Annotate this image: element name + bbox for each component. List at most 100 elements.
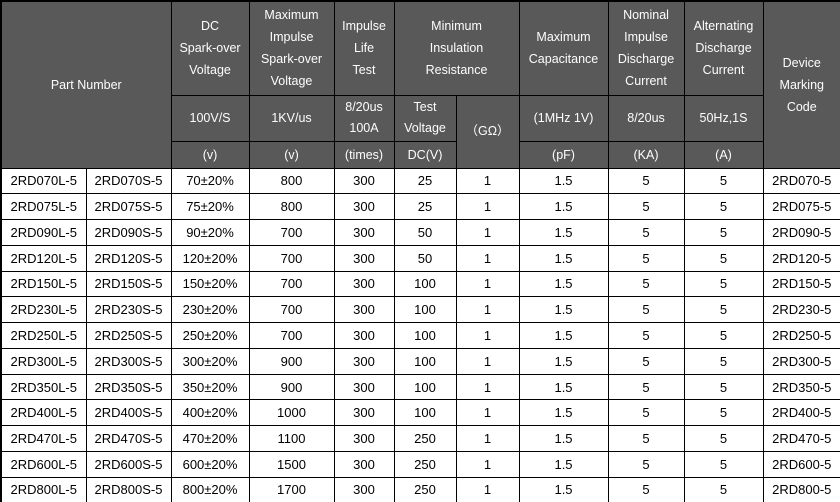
cell-test-voltage: 100 xyxy=(393,270,457,298)
table-row: 2RD470L-5 2RD470S-5 470±20% 1100 300 250… xyxy=(0,425,840,452)
cell-max-capacitance: 1.5 xyxy=(518,347,609,375)
cell-device-marking-code: 2RD090-5 xyxy=(762,219,840,246)
cell-max-capacitance: 1.5 xyxy=(518,296,609,324)
cell-alternating-discharge: 5 xyxy=(683,270,764,298)
cell-max-capacitance: 1.5 xyxy=(518,219,609,246)
cell-alternating-discharge: 5 xyxy=(683,193,764,221)
cell-insulation-resistance: 1 xyxy=(455,244,520,272)
cell-test-voltage: 50 xyxy=(393,244,457,272)
cell-dc-spark-over-voltage: 250±20% xyxy=(170,322,250,349)
cell-test-voltage: 25 xyxy=(393,167,457,195)
cell-part-number-s: 2RD470S-5 xyxy=(85,425,172,452)
cell-impulse-life-test: 300 xyxy=(333,244,395,272)
cell-device-marking-code: 2RD250-5 xyxy=(762,322,840,349)
cell-device-marking-code: 2RD150-5 xyxy=(762,270,840,298)
cell-dc-spark-over-voltage: 150±20% xyxy=(170,270,250,298)
unit-max-impulse: (v) xyxy=(248,140,335,169)
table-row: 2RD350L-5 2RD350S-5 350±20% 900 300 100 … xyxy=(0,373,840,401)
header-impulse-life-test: Impulse Life Test xyxy=(333,0,395,96)
cell-part-number-s: 2RD070S-5 xyxy=(85,167,172,195)
cell-part-number-l: 2RD120L-5 xyxy=(0,244,87,272)
cell-max-capacitance: 1.5 xyxy=(518,167,609,195)
cell-max-impulse-spark-over-voltage: 900 xyxy=(248,347,335,375)
unit-nominal-discharge: (KA) xyxy=(607,140,685,169)
cell-max-impulse-spark-over-voltage: 1500 xyxy=(248,450,335,478)
cell-max-impulse-spark-over-voltage: 1100 xyxy=(248,425,335,452)
cell-max-impulse-spark-over-voltage: 700 xyxy=(248,270,335,298)
table-row: 2RD230L-5 2RD230S-5 230±20% 700 300 100 … xyxy=(0,296,840,324)
cell-part-number-s: 2RD800S-5 xyxy=(85,476,172,502)
cell-alternating-discharge: 5 xyxy=(683,347,764,375)
cell-alternating-discharge: 5 xyxy=(683,399,764,427)
cell-device-marking-code: 2RD600-5 xyxy=(762,450,840,478)
cell-device-marking-code: 2RD120-5 xyxy=(762,244,840,272)
header-alternating-discharge-current: Alternating Discharge Current xyxy=(683,0,764,96)
cell-part-number-l: 2RD600L-5 xyxy=(0,450,87,478)
cell-device-marking-code: 2RD800-5 xyxy=(762,476,840,502)
table-row: 2RD120L-5 2RD120S-5 120±20% 700 300 50 1… xyxy=(0,244,840,272)
cell-nominal-impulse-discharge: 5 xyxy=(607,193,685,221)
cell-device-marking-code: 2RD400-5 xyxy=(762,399,840,427)
cell-impulse-life-test: 300 xyxy=(333,296,395,324)
cell-max-capacitance: 1.5 xyxy=(518,450,609,478)
cell-impulse-life-test: 300 xyxy=(333,425,395,452)
cell-insulation-resistance: 1 xyxy=(455,399,520,427)
cell-impulse-life-test: 300 xyxy=(333,322,395,349)
condition-capacitance: (1MHz 1V) xyxy=(518,94,609,142)
cell-max-impulse-spark-over-voltage: 700 xyxy=(248,296,335,324)
cell-part-number-s: 2RD150S-5 xyxy=(85,270,172,298)
cell-nominal-impulse-discharge: 5 xyxy=(607,270,685,298)
cell-max-impulse-spark-over-voltage: 1700 xyxy=(248,476,335,502)
cell-dc-spark-over-voltage: 800±20% xyxy=(170,476,250,502)
cell-max-impulse-spark-over-voltage: 900 xyxy=(248,373,335,401)
table-body: 2RD070L-5 2RD070S-5 70±20% 800 300 25 1 … xyxy=(0,167,840,502)
cell-part-number-l: 2RD150L-5 xyxy=(0,270,87,298)
cell-insulation-resistance: 1 xyxy=(455,270,520,298)
cell-alternating-discharge: 5 xyxy=(683,425,764,452)
cell-part-number-s: 2RD120S-5 xyxy=(85,244,172,272)
cell-device-marking-code: 2RD230-5 xyxy=(762,296,840,324)
cell-part-number-s: 2RD300S-5 xyxy=(85,347,172,375)
cell-dc-spark-over-voltage: 600±20% xyxy=(170,450,250,478)
cell-part-number-l: 2RD070L-5 xyxy=(0,167,87,195)
cell-part-number-s: 2RD350S-5 xyxy=(85,373,172,401)
cell-part-number-s: 2RD090S-5 xyxy=(85,219,172,246)
cell-test-voltage: 50 xyxy=(393,219,457,246)
header-nominal-impulse-discharge-current: Nominal Impulse Discharge Current xyxy=(607,0,685,96)
cell-part-number-l: 2RD350L-5 xyxy=(0,373,87,401)
cell-max-impulse-spark-over-voltage: 700 xyxy=(248,244,335,272)
cell-impulse-life-test: 300 xyxy=(333,450,395,478)
cell-max-capacitance: 1.5 xyxy=(518,373,609,401)
unit-alternating-discharge: (A) xyxy=(683,140,764,169)
header-max-capacitance: Maximum Capacitance xyxy=(518,0,609,96)
cell-device-marking-code: 2RD470-5 xyxy=(762,425,840,452)
cell-test-voltage: 250 xyxy=(393,476,457,502)
cell-max-capacitance: 1.5 xyxy=(518,322,609,349)
cell-dc-spark-over-voltage: 300±20% xyxy=(170,347,250,375)
condition-nominal-discharge: 8/20us xyxy=(607,94,685,142)
cell-part-number-l: 2RD300L-5 xyxy=(0,347,87,375)
cell-max-impulse-spark-over-voltage: 800 xyxy=(248,193,335,221)
cell-dc-spark-over-voltage: 230±20% xyxy=(170,296,250,324)
cell-nominal-impulse-discharge: 5 xyxy=(607,399,685,427)
cell-test-voltage: 100 xyxy=(393,399,457,427)
cell-test-voltage: 100 xyxy=(393,296,457,324)
cell-max-impulse-spark-over-voltage: 700 xyxy=(248,219,335,246)
table-row: 2RD150L-5 2RD150S-5 150±20% 700 300 100 … xyxy=(0,270,840,298)
condition-dc-spark-over: 100V/S xyxy=(170,94,250,142)
cell-dc-spark-over-voltage: 350±20% xyxy=(170,373,250,401)
cell-impulse-life-test: 300 xyxy=(333,270,395,298)
cell-nominal-impulse-discharge: 5 xyxy=(607,296,685,324)
cell-nominal-impulse-discharge: 5 xyxy=(607,425,685,452)
header-row-units: (v) (v) (times) DC(V) (pF) (KA) (A) xyxy=(1,140,840,169)
cell-test-voltage: 250 xyxy=(393,425,457,452)
condition-test-voltage: Test Voltage xyxy=(393,94,457,142)
table-row: 2RD090L-5 2RD090S-5 90±20% 700 300 50 1 … xyxy=(0,219,840,246)
cell-impulse-life-test: 300 xyxy=(333,167,395,195)
cell-insulation-resistance: 1 xyxy=(455,296,520,324)
condition-impulse-life: 8/20us 100A xyxy=(333,94,395,142)
cell-max-capacitance: 1.5 xyxy=(518,270,609,298)
cell-device-marking-code: 2RD075-5 xyxy=(762,193,840,221)
cell-alternating-discharge: 5 xyxy=(683,296,764,324)
